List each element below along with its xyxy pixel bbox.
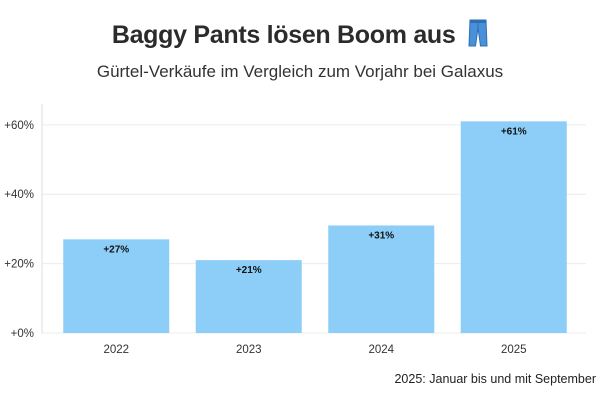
data-label: +31% (368, 230, 394, 241)
jeans-icon (468, 18, 488, 55)
footnote: 2025: Januar bis und mit September (394, 372, 596, 386)
bars (63, 121, 567, 334)
bar (460, 121, 567, 334)
data-label: +61% (501, 126, 527, 137)
y-tick-label: +60% (4, 120, 34, 132)
x-tick-labels: 2022 2023 2024 2025 (103, 344, 526, 356)
y-tick-label: +20% (4, 259, 34, 271)
data-label: +27% (103, 244, 129, 255)
data-labels: +27% +21% +31% +61% (103, 126, 526, 276)
data-label: +21% (236, 265, 262, 276)
y-tick-label: +0% (11, 328, 34, 340)
x-tick-label: 2025 (501, 344, 527, 356)
y-tick-label: +40% (4, 189, 34, 201)
x-tick-label: 2023 (236, 344, 262, 356)
chart-title: Baggy Pants lösen Boom aus (0, 18, 600, 55)
chart-subtitle: Gürtel-Verkäufe im Vergleich zum Vorjahr… (96, 62, 504, 81)
bar (195, 260, 302, 333)
x-tick-label: 2022 (103, 344, 129, 356)
bar (63, 239, 170, 333)
chart-title-text: Baggy Pants lösen Boom aus (111, 21, 456, 50)
bar (328, 225, 435, 333)
y-tick-labels: +0% +20% +40% +60% (4, 120, 34, 340)
x-tick-label: 2024 (368, 344, 394, 356)
